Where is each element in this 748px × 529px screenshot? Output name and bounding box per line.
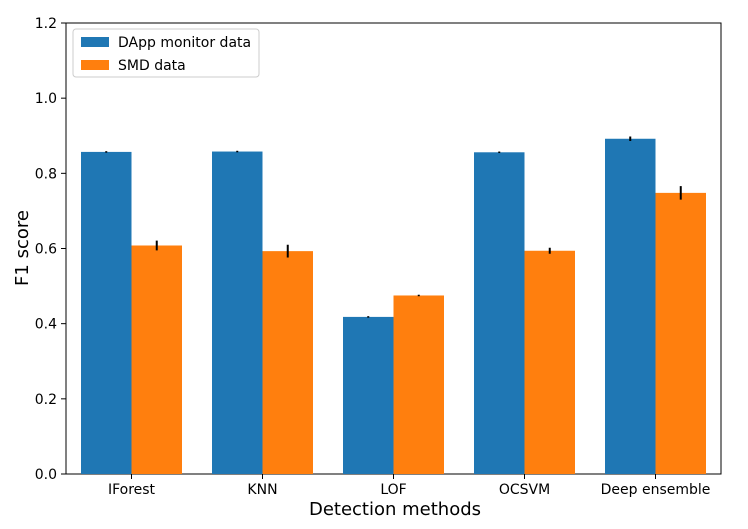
x-tick-label: Deep ensemble	[601, 482, 711, 498]
bar	[262, 251, 313, 474]
bar	[655, 192, 706, 475]
legend-label: SMD data	[118, 58, 186, 74]
x-axis: IForest KNN LOF OCSVM Deep ensemble	[108, 474, 710, 498]
x-tick-label: OCSVM	[499, 482, 550, 498]
bar	[131, 245, 182, 474]
bar	[393, 295, 444, 474]
y-tick-label: 1.0	[35, 91, 57, 107]
y-axis-label: F1 score	[12, 210, 33, 286]
bar	[474, 152, 525, 474]
legend-swatch	[81, 37, 109, 47]
x-axis-label: Detection methods	[309, 499, 481, 520]
bars	[81, 138, 706, 475]
x-tick-label: IForest	[108, 482, 156, 498]
bar	[605, 138, 656, 475]
y-tick-label: 0.4	[35, 317, 57, 333]
legend-swatch	[81, 60, 109, 70]
bar	[81, 151, 132, 474]
x-tick-label: LOF	[380, 482, 406, 498]
bar	[343, 316, 394, 474]
y-tick-label: 0.0	[35, 467, 57, 483]
y-tick-label: 0.6	[35, 242, 57, 258]
legend: DApp monitor data SMD data	[72, 28, 260, 78]
y-tick-label: 0.8	[35, 166, 57, 182]
legend-box	[72, 28, 260, 78]
y-axis: 0.0 0.2 0.4 0.6 0.8 1.0 1.2	[35, 16, 66, 483]
x-tick-label: KNN	[247, 482, 277, 498]
legend-label: DApp monitor data	[118, 35, 251, 51]
y-tick-label: 0.2	[35, 392, 57, 408]
bar	[212, 151, 263, 474]
y-tick-label: 1.2	[35, 16, 57, 32]
bar	[524, 250, 575, 474]
error-bars	[105, 136, 682, 318]
